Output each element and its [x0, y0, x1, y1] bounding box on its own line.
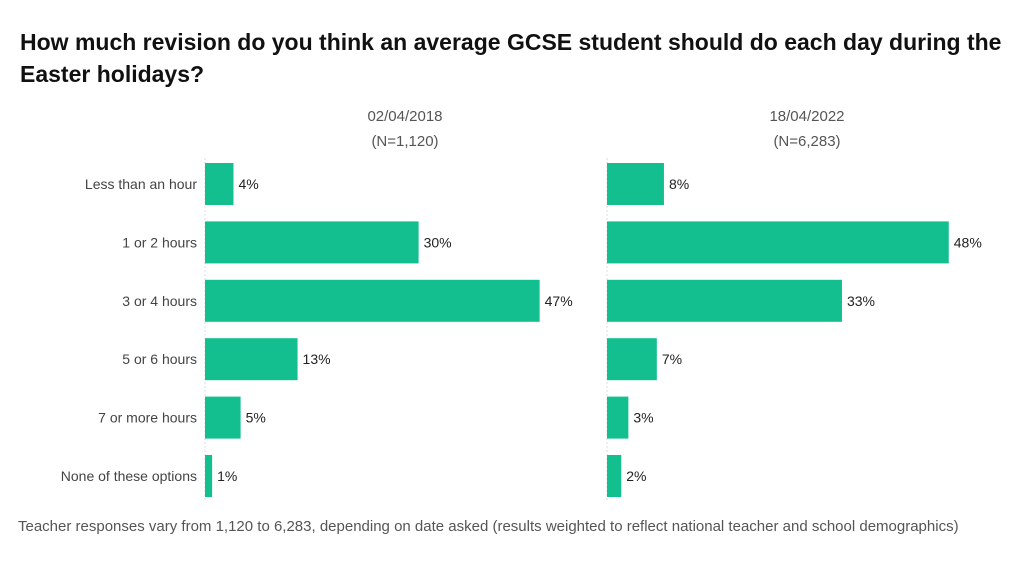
category-label: None of these options — [61, 468, 197, 484]
bar — [607, 163, 664, 205]
bar — [205, 279, 540, 322]
panel-n-label: (N=6,283) — [773, 133, 840, 150]
category-label: 3 or 4 hours — [122, 293, 197, 309]
data-label: 30% — [424, 234, 452, 250]
category-label: 5 or 6 hours — [122, 351, 197, 367]
data-label: 2% — [626, 468, 646, 484]
chart-title: How much revision do you think an averag… — [20, 29, 1002, 87]
data-label: 47% — [545, 293, 573, 309]
data-label: 5% — [246, 410, 266, 426]
data-label: 3% — [633, 410, 653, 426]
bar — [607, 221, 949, 264]
panel-date-label: 02/04/2018 — [367, 108, 442, 125]
bar — [205, 163, 234, 205]
bar — [607, 279, 842, 322]
bar — [205, 338, 298, 381]
bar — [205, 396, 241, 439]
data-label: 48% — [954, 234, 982, 250]
data-label: 8% — [669, 176, 689, 192]
data-label: 7% — [662, 351, 682, 367]
data-label: 4% — [238, 176, 258, 192]
category-label: 7 or more hours — [98, 410, 197, 426]
footnote: Teacher responses vary from 1,120 to 6,2… — [18, 518, 959, 535]
bar — [607, 396, 629, 439]
category-label: 1 or 2 hours — [122, 234, 197, 250]
data-label: 13% — [303, 351, 331, 367]
panel-date-label: 18/04/2022 — [769, 108, 844, 125]
bar — [607, 338, 657, 381]
bar — [205, 221, 419, 264]
bar — [607, 455, 622, 497]
category-label: Less than an hour — [85, 176, 197, 192]
panel-n-label: (N=1,120) — [371, 133, 438, 150]
data-label: 33% — [847, 293, 875, 309]
bar — [205, 455, 213, 497]
data-label: 1% — [217, 468, 237, 484]
